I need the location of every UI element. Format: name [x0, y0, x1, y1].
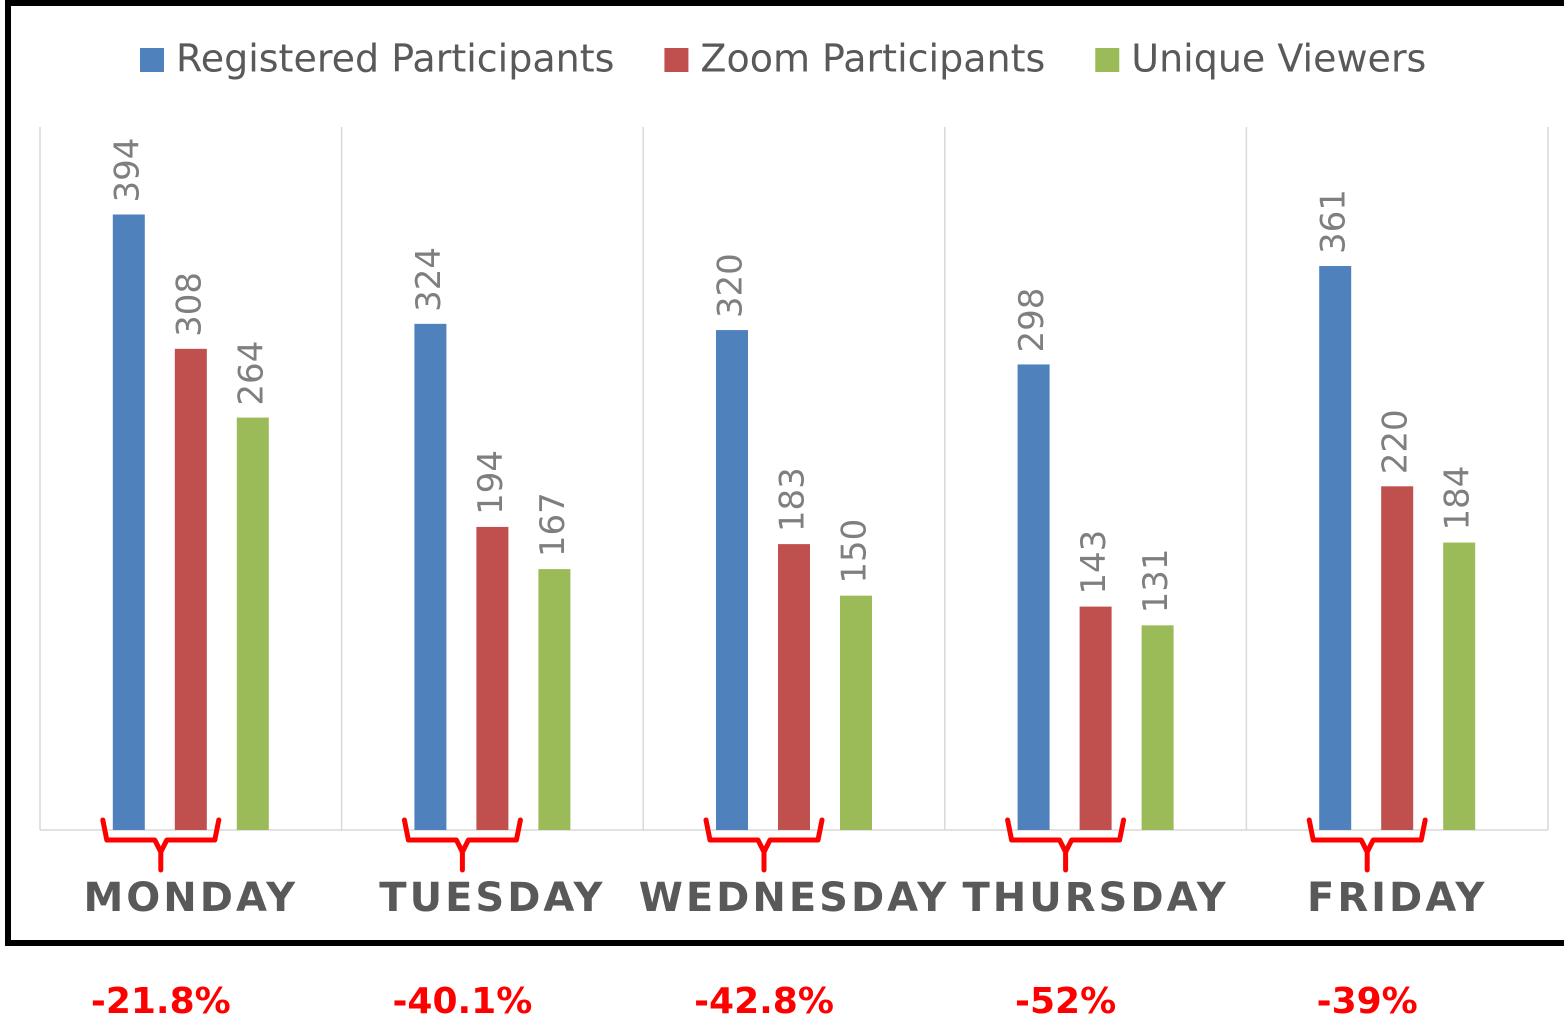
bar [1443, 542, 1476, 830]
brace [1306, 817, 1428, 873]
x-tick-label: TUESDAY [379, 875, 605, 921]
bar [476, 526, 509, 830]
bar [778, 544, 810, 830]
bar [1017, 364, 1050, 830]
bar [1381, 486, 1414, 830]
legend-label: Registered Participants [176, 37, 614, 81]
annotation: -39% [1317, 981, 1418, 1022]
x-tick-label: THURSDAY [963, 875, 1229, 921]
data-label: 150 [835, 519, 875, 584]
chart-border [5, 0, 1564, 946]
bar [716, 330, 748, 830]
data-label: 167 [533, 492, 573, 557]
bar [414, 323, 447, 830]
bar [236, 417, 269, 830]
bar [1079, 606, 1112, 830]
annotation: -40.1% [392, 981, 532, 1022]
annotation: -52% [1015, 981, 1116, 1022]
x-tick-label: FRIDAY [1307, 875, 1487, 921]
x-tick-label: WEDNESDAY [639, 875, 950, 921]
data-label: 394 [107, 138, 147, 203]
bar [1141, 625, 1174, 830]
legend-swatch [664, 48, 689, 72]
data-label: 184 [1438, 466, 1478, 531]
x-tick-label: MONDAY [84, 875, 299, 921]
data-label: 183 [773, 467, 813, 532]
brace [1005, 817, 1127, 873]
legend-label: Zoom Participants [700, 37, 1045, 81]
data-label: 298 [1012, 288, 1052, 353]
data-label: 194 [471, 450, 511, 515]
bar [112, 214, 145, 831]
bar [538, 569, 571, 830]
brace [401, 817, 523, 873]
data-label: 320 [711, 253, 751, 318]
bar [1319, 266, 1352, 830]
brace [703, 817, 825, 873]
annotation: -21.8% [91, 981, 231, 1022]
bar [840, 595, 872, 830]
data-label: 264 [231, 341, 271, 406]
annotation: -42.8% [694, 981, 834, 1022]
legend-swatch [1095, 48, 1120, 72]
data-label: 308 [169, 272, 209, 337]
legend-label: Unique Viewers [1131, 37, 1426, 81]
data-label: 324 [409, 247, 449, 312]
brace [100, 817, 222, 873]
legend-swatch [140, 48, 164, 72]
data-label: 220 [1376, 409, 1416, 474]
data-label: 361 [1314, 189, 1354, 254]
data-label: 131 [1136, 548, 1176, 613]
data-label: 143 [1074, 530, 1114, 595]
bar [174, 348, 207, 830]
